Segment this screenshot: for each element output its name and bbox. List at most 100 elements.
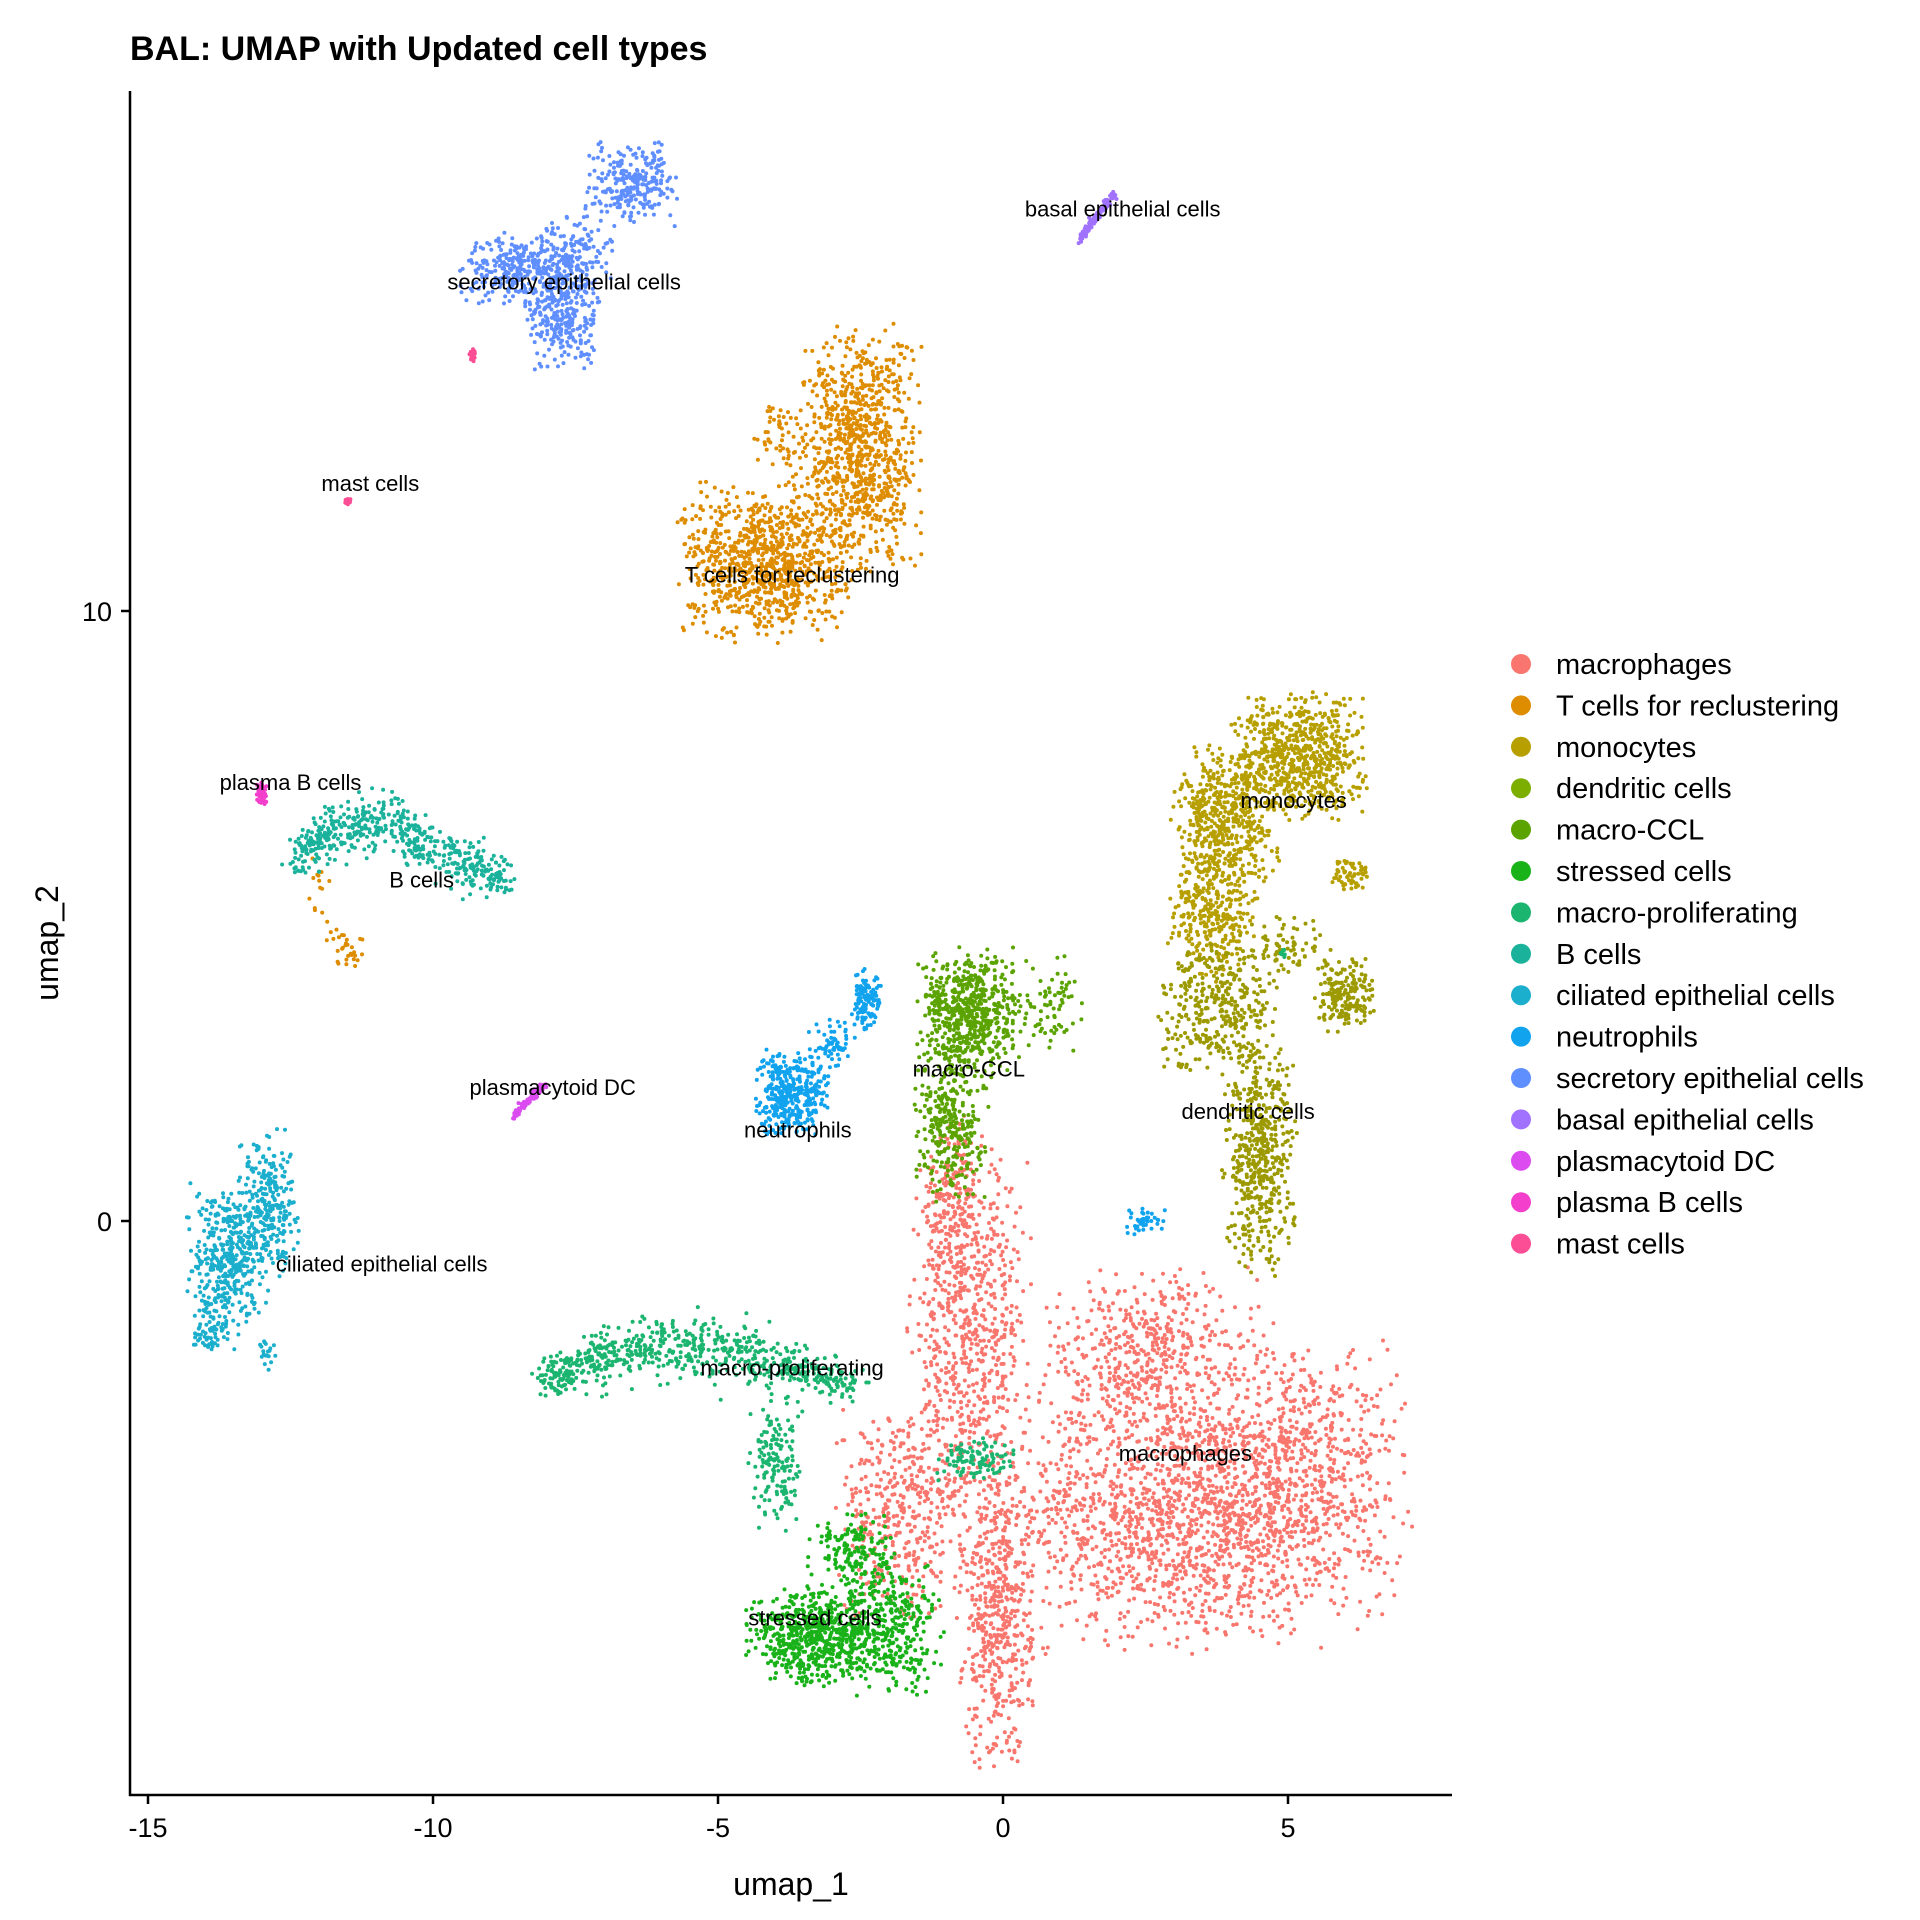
point-macrophages (1307, 1577, 1312, 1582)
point-macrophages (1152, 1318, 1157, 1323)
point-macrophages (1021, 1588, 1026, 1593)
point-macrophages (1075, 1618, 1079, 1623)
point-macrophages (1057, 1480, 1062, 1485)
point-macrophages (920, 1547, 925, 1552)
point-macrophages (1203, 1599, 1208, 1603)
point-macrophages (1106, 1304, 1111, 1309)
point-macrophages (892, 1564, 897, 1568)
point-macrophages (1167, 1418, 1172, 1423)
point-t-cells-for-reclustering (791, 483, 796, 488)
point-macrophages (1044, 1496, 1049, 1501)
point-macrophages (1237, 1590, 1242, 1595)
point-macrophages (1141, 1411, 1146, 1416)
point-macrophages (953, 1476, 957, 1481)
point-macrophages (995, 1565, 999, 1570)
point-macrophages (1344, 1595, 1349, 1600)
point-macrophages (1093, 1473, 1098, 1478)
point-macrophages (1072, 1481, 1077, 1486)
point-macrophages (960, 1553, 965, 1558)
point-macrophages (1217, 1503, 1222, 1508)
point-macrophages (880, 1442, 884, 1447)
scatter-points (184, 140, 1415, 1770)
point-macrophages (1382, 1571, 1387, 1575)
point-macrophages (1262, 1435, 1267, 1440)
point-macrophages (1134, 1576, 1139, 1581)
point-macrophages (1256, 1391, 1261, 1396)
point-macrophages (1163, 1295, 1167, 1300)
point-macrophages (1154, 1331, 1159, 1336)
point-macrophages (1362, 1505, 1367, 1510)
point-macrophages (981, 1488, 986, 1493)
point-macrophages (1123, 1363, 1128, 1368)
point-macrophages (1056, 1414, 1061, 1419)
point-macrophages (948, 1257, 952, 1262)
point-macrophages (1209, 1366, 1214, 1371)
point-macrophages (1000, 1539, 1005, 1544)
point-t-cells-for-reclustering (719, 635, 724, 640)
point-macrophages (1299, 1498, 1304, 1503)
point-macrophages (890, 1430, 895, 1435)
point-macrophages (1282, 1363, 1287, 1368)
point-macrophages (1187, 1559, 1192, 1564)
point-macrophages (1166, 1473, 1171, 1478)
point-macrophages (1052, 1554, 1057, 1559)
point-macrophages (1147, 1453, 1152, 1458)
point-macrophages (1188, 1563, 1193, 1568)
point-macrophages (1010, 1608, 1015, 1613)
point-macrophages (1346, 1354, 1351, 1359)
point-macrophages (1243, 1521, 1248, 1526)
point-macrophages (1191, 1395, 1196, 1400)
point-macrophages (1287, 1477, 1292, 1482)
point-macrophages (1021, 1338, 1026, 1343)
point-macrophages (1198, 1573, 1203, 1578)
point-macrophages (947, 1405, 952, 1410)
point-macrophages (1189, 1389, 1194, 1394)
point-macrophages (1283, 1552, 1288, 1557)
point-macrophages (1085, 1475, 1090, 1480)
point-macrophages (1322, 1480, 1327, 1485)
point-macrophages (1169, 1582, 1174, 1586)
point-macrophages (1164, 1563, 1169, 1568)
point-macrophages (1224, 1532, 1229, 1537)
point-macrophages (1362, 1409, 1367, 1414)
point-macrophages (946, 1472, 951, 1477)
point-macrophages (985, 1401, 990, 1406)
point-macrophages (1235, 1419, 1240, 1424)
point-macrophages (1332, 1458, 1337, 1462)
point-macrophages (1331, 1504, 1336, 1509)
point-macrophages (1015, 1279, 1019, 1284)
point-macrophages (1323, 1415, 1328, 1420)
point-macrophages (1141, 1349, 1146, 1354)
point-macrophages (1136, 1586, 1141, 1591)
point-macrophages (1308, 1510, 1313, 1515)
point-macrophages (993, 1579, 998, 1584)
point-macrophages (1222, 1507, 1227, 1512)
point-macrophages (859, 1477, 864, 1482)
point-macrophages (1380, 1433, 1385, 1438)
point-macrophages (1164, 1489, 1169, 1494)
point-macrophages (1225, 1546, 1230, 1551)
point-macrophages (1113, 1504, 1118, 1509)
point-macrophages (1301, 1396, 1306, 1401)
point-macrophages (1224, 1542, 1229, 1546)
point-macrophages (1362, 1558, 1367, 1563)
point-macrophages (1004, 1483, 1009, 1488)
point-macrophages (909, 1416, 914, 1421)
point-macrophages (1003, 1327, 1008, 1332)
point-macrophages (1227, 1502, 1232, 1507)
point-macrophages (974, 1284, 979, 1289)
point-macrophages (1202, 1312, 1207, 1317)
point-macrophages (1226, 1505, 1230, 1510)
point-macrophages (1163, 1582, 1168, 1587)
point-macrophages (1185, 1371, 1189, 1376)
point-macrophages (1077, 1476, 1082, 1481)
point-macrophages (1128, 1476, 1133, 1481)
point-macrophages (935, 1505, 940, 1510)
point-macrophages (1202, 1509, 1207, 1514)
point-macrophages (915, 1568, 920, 1573)
point-macrophages (1065, 1482, 1070, 1487)
point-macrophages (1125, 1387, 1130, 1392)
point-macrophages (1112, 1377, 1117, 1382)
point-macrophages (998, 1592, 1003, 1597)
point-macrophages (1369, 1432, 1374, 1437)
